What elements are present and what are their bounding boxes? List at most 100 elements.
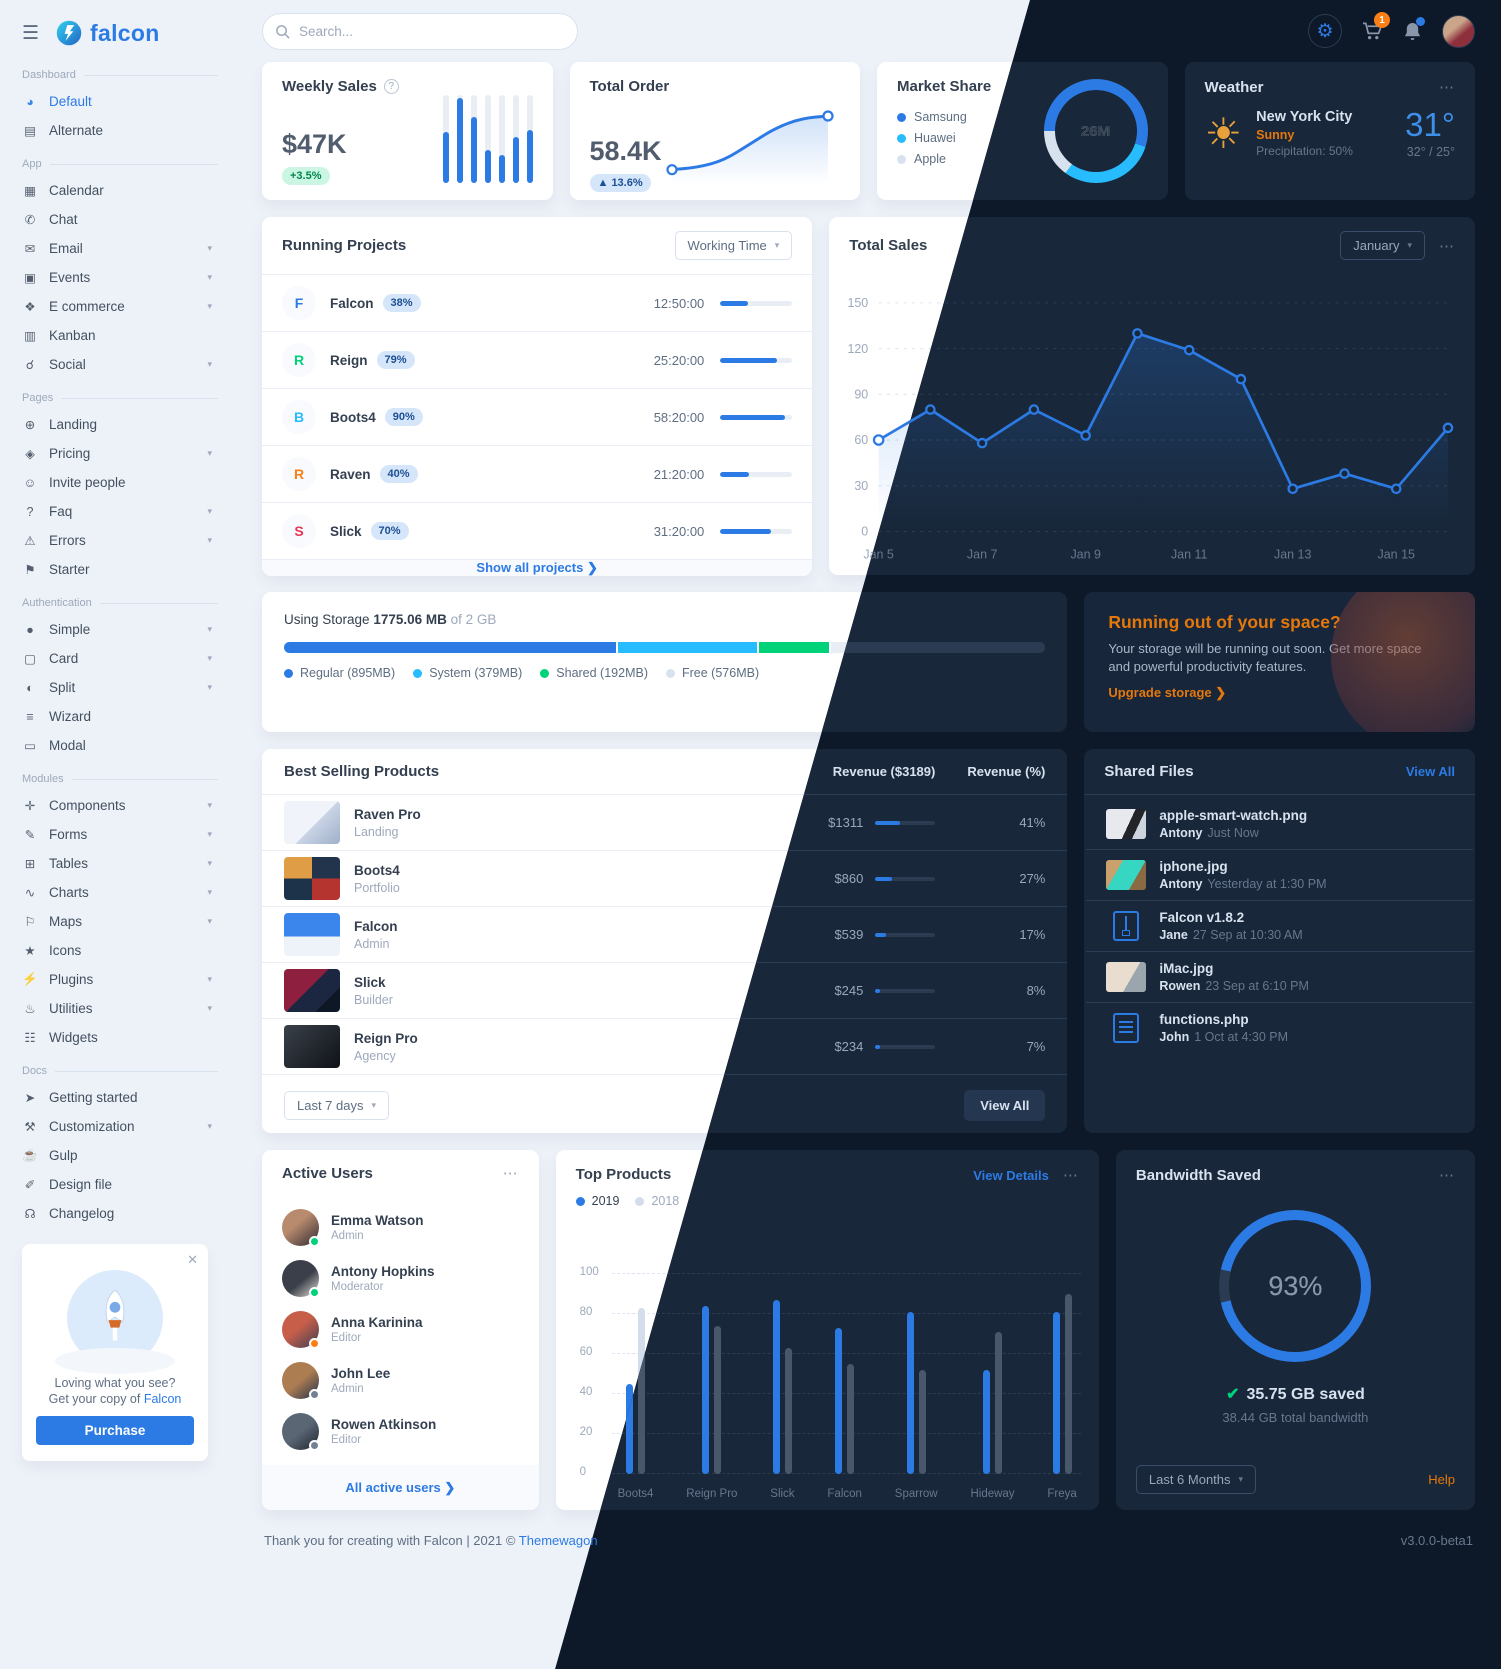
settings-gear-icon[interactable]: ⚙ <box>1308 14 1342 48</box>
sidebar-item[interactable]: ❖ E commerce ▾ <box>22 292 218 321</box>
cart-icon[interactable]: 1 <box>1362 12 1390 41</box>
close-icon[interactable]: ✕ <box>187 1252 198 1267</box>
project-name[interactable]: Slick <box>330 523 362 539</box>
sidebar-item[interactable]: ✎ Forms ▾ <box>22 820 218 849</box>
sun-icon: ☀ <box>1204 109 1243 157</box>
chevron-down-icon: ▾ <box>207 301 212 311</box>
project-name[interactable]: Raven <box>330 466 371 482</box>
sidebar-item[interactable]: ☺ Invite people <box>23 475 126 490</box>
sidebar-item[interactable]: ⊕ Landing <box>22 410 218 439</box>
bell-icon[interactable] <box>1403 16 1425 42</box>
sidebar-item[interactable]: ▢ Card ▾ <box>22 644 218 673</box>
show-all-projects-link[interactable]: Show all projects ❯ <box>476 560 598 575</box>
sidebar-item[interactable]: ▥ Kanban <box>22 321 218 350</box>
help-link[interactable]: Help <box>1428 1472 1455 1487</box>
user-name[interactable]: Emma Watson <box>331 1213 424 1228</box>
file-name[interactable]: iphone.jpg <box>1159 859 1228 874</box>
sidebar-item[interactable]: ▦ Calendar <box>22 176 218 205</box>
user-name[interactable]: Rowen Atkinson <box>331 1417 437 1432</box>
user-name[interactable]: Antony Hopkins <box>331 1264 435 1279</box>
falcon-logo[interactable]: falcon <box>55 19 160 47</box>
all-active-users-link[interactable]: All active users ❯ <box>345 1479 456 1495</box>
legend-item: Apple <box>897 152 991 166</box>
view-details-link[interactable]: View Details <box>973 1167 1049 1183</box>
sidebar-item[interactable]: ✆ Chat <box>22 205 218 234</box>
purchase-button[interactable]: Purchase <box>36 1416 194 1445</box>
ellipsis-menu-icon[interactable]: ⋯ <box>1439 237 1455 255</box>
sidebar-item[interactable]: ✐ Design file <box>22 1170 218 1199</box>
user-name[interactable]: John Lee <box>331 1366 391 1381</box>
sidebar-item[interactable]: ⚑ Starter <box>22 555 218 584</box>
product-name[interactable]: Boots4 <box>354 862 400 878</box>
user-avatar[interactable] <box>1442 14 1475 48</box>
sidebar-item[interactable]: ✉ Email ▾ <box>22 234 218 263</box>
search-input[interactable] <box>262 12 578 50</box>
working-time-select[interactable]: Working Time ▾ <box>674 231 793 260</box>
month-select[interactable]: January ▾ <box>1340 231 1425 260</box>
product-name[interactable]: Reign Pro <box>354 1030 418 1046</box>
sidebar-item[interactable]: ✛ Components ▾ <box>22 791 218 820</box>
sidebar-item[interactable]: ⊞ Tables ▾ <box>22 849 218 878</box>
sidebar-item[interactable]: ☷ Widgets <box>22 1023 218 1052</box>
ellipsis-menu-icon[interactable]: ⋯ <box>502 1165 519 1182</box>
sidebar-item[interactable]: ☌ Social ▾ <box>22 350 218 379</box>
active-user-row: Emma Watson Admin <box>262 1202 539 1253</box>
file-name[interactable]: Falcon v1.8.2 <box>1159 910 1245 925</box>
sidebar-item[interactable]: ◈ Pricing ▾ <box>22 439 218 468</box>
sidebar-item[interactable]: ☕ Gulp <box>22 1148 78 1163</box>
menu-toggle-icon[interactable]: ☰ <box>22 22 40 44</box>
file-name[interactable]: functions.php <box>1159 1012 1249 1027</box>
ellipsis-menu-icon[interactable]: ⋯ <box>1062 1167 1079 1184</box>
product-revenue-pct: 17% <box>1019 927 1046 942</box>
project-progress-badge: 38% <box>382 294 421 312</box>
last-7-days-select[interactable]: Last 7 days ▾ <box>284 1091 390 1120</box>
product-name[interactable]: Raven Pro <box>354 806 421 822</box>
sidebar-item[interactable]: ⚐ Maps ▾ <box>22 907 218 936</box>
sidebar-item[interactable]: ⚠ Errors ▾ <box>22 526 218 555</box>
shapes-icon: ★ <box>24 944 36 958</box>
last-6-months-select[interactable]: Last 6 Months ▾ <box>1135 1465 1257 1494</box>
sidebar-item[interactable]: ♨ Utilities ▾ <box>22 994 218 1023</box>
sidebar-item[interactable]: ▣ Events ▾ <box>22 263 218 292</box>
ellipsis-menu-icon[interactable]: ⋯ <box>1439 1167 1455 1184</box>
project-name[interactable]: Reign <box>330 352 368 368</box>
sidebar-item[interactable]: ☊ Changelog <box>22 1199 218 1228</box>
product-revenue: $539 <box>834 927 864 942</box>
project-name[interactable]: Boots4 <box>330 409 376 425</box>
file-name[interactable]: apple-smart-watch.png <box>1159 808 1308 823</box>
view-all-link[interactable]: View All <box>1405 764 1455 779</box>
view-all-button[interactable]: View All <box>964 1090 1046 1121</box>
sidebar-item[interactable]: ∿ Charts ▾ <box>22 878 218 907</box>
product-name[interactable]: Slick <box>354 974 386 990</box>
weather-city: New York City <box>1256 109 1353 125</box>
sidebar-item[interactable]: ◕ Default <box>22 87 218 116</box>
market-share-legend: Samsung Huawei Apple <box>897 110 991 166</box>
sidebar-item[interactable]: ◐ Split ▾ <box>22 673 218 702</box>
product-name[interactable]: Falcon <box>354 918 398 934</box>
sidebar-item[interactable]: ⚒ Customization ▾ <box>22 1112 218 1141</box>
themewagon-link[interactable]: Themewagon <box>518 1533 598 1548</box>
info-icon[interactable]: ? <box>383 79 399 94</box>
upgrade-storage-link[interactable]: Upgrade storage ❯ <box>1108 685 1227 701</box>
file-name[interactable]: iMac.jpg <box>1159 961 1214 976</box>
legend-dot <box>540 668 550 678</box>
sidebar-item[interactable]: ⚡ Plugins ▾ <box>22 972 212 987</box>
ellipsis-menu-icon[interactable]: ⋯ <box>1439 79 1455 96</box>
sidebar-item[interactable]: ➤ Getting started <box>22 1083 218 1112</box>
project-name[interactable]: Falcon <box>330 295 374 311</box>
falcon-link[interactable]: Falcon <box>143 1392 182 1406</box>
sidebar-item[interactable]: ≡ Wizard <box>22 702 218 731</box>
weekly-sales-card: Weekly Sales ? $47K +3.5% <box>262 62 553 200</box>
sidebar-item[interactable]: ▤ Alternate <box>22 116 218 145</box>
sidebar-item[interactable]: ? Faq ▾ <box>22 497 218 526</box>
user-name[interactable]: Anna Karinina <box>331 1315 423 1330</box>
sidebar-item[interactable]: ▭ Modal <box>22 731 218 760</box>
sidebar-item[interactable]: ★ Icons <box>22 936 218 965</box>
sidebar-item[interactable]: ● Simple ▾ <box>22 615 218 644</box>
